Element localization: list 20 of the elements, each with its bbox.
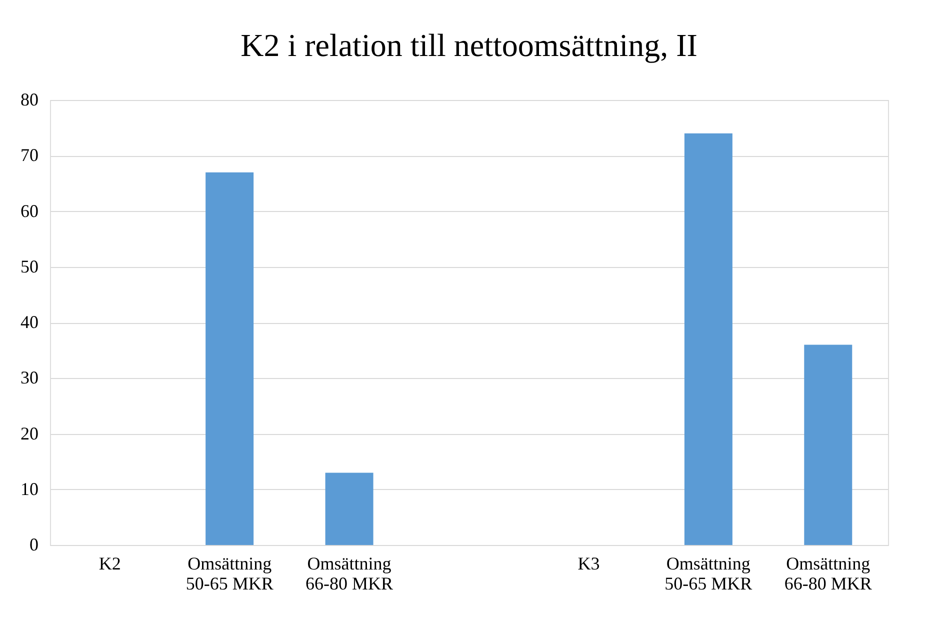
bar bbox=[325, 472, 374, 545]
y-tick-label: 50 bbox=[20, 256, 38, 276]
x-tick-label: Omsättning 66-80 MKR bbox=[784, 554, 872, 594]
bar bbox=[804, 344, 852, 545]
x-tick-label: Omsättning 66-80 MKR bbox=[306, 554, 394, 594]
bar bbox=[206, 172, 254, 545]
x-tick-label: Omsättning 50-65 MKR bbox=[664, 554, 752, 594]
y-tick-label: 10 bbox=[20, 478, 38, 499]
y-tick-label: 70 bbox=[20, 145, 38, 166]
y-tick-label: 30 bbox=[20, 368, 38, 388]
y-tick-label: 20 bbox=[20, 423, 38, 444]
bar bbox=[684, 133, 732, 545]
y-tick-label: 0 bbox=[30, 534, 38, 554]
x-tick-label: Omsättning 50-65 MKR bbox=[186, 554, 274, 594]
y-tick-label: 60 bbox=[20, 200, 38, 221]
chart-title: K2 i relation till nettoomsättning, II bbox=[240, 27, 698, 63]
y-tick-label: 80 bbox=[20, 90, 38, 110]
y-tick-label: 40 bbox=[20, 312, 38, 332]
x-tick-label: K3 bbox=[578, 554, 600, 574]
x-tick-label: K2 bbox=[98, 554, 121, 574]
